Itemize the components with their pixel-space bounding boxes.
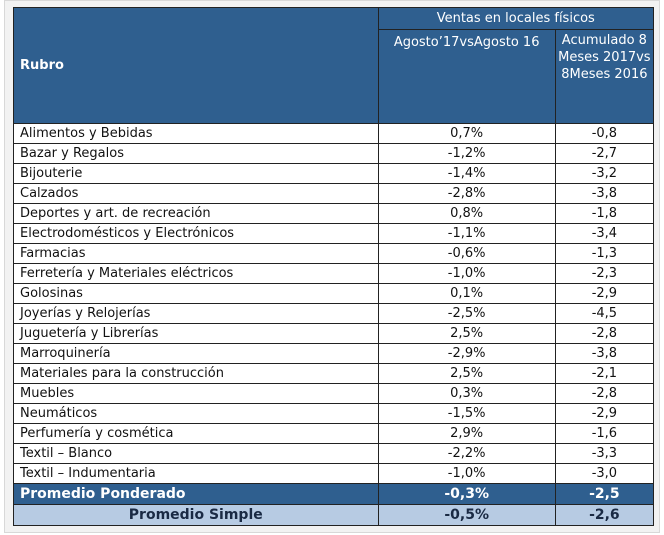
cell-value: -3,2 (554, 163, 655, 184)
cell-value: -0,5% (377, 504, 556, 526)
cell-value: 0,1% (377, 283, 556, 304)
cell-value: -3,8 (554, 343, 655, 364)
table-row: Electrodomésticos y Electrónicos -1,1% -3,… (13, 223, 655, 244)
table-row: Farmacias -0,6% -1,3 (13, 243, 655, 264)
row-label: Muebles (13, 383, 379, 404)
cell-value: -3,0 (554, 463, 655, 484)
table-row: Textil – Blanco -2,2% -3,3 (13, 443, 655, 464)
cell-value: -2,1 (554, 363, 655, 384)
table-row: Textil – Indumentaria -1,0% -3,0 (13, 463, 655, 484)
cell-value: -0,8 (554, 123, 655, 144)
cell-value: -1,5% (377, 403, 556, 424)
cell-value: -2,5% (377, 303, 556, 324)
table-row: Joyerías y Relojerías -2,5% -4,5 (13, 303, 655, 324)
cell-value: -3,4 (554, 223, 655, 244)
cell-value: -3,8 (554, 183, 655, 204)
cell-value: -1,6 (554, 423, 655, 444)
cell-value: -2,2% (377, 443, 556, 464)
cell-value: -2,8 (554, 383, 655, 404)
table-row: Deportes y art. de recreación 0,8% -1,8 (13, 203, 655, 224)
cell-value: -0,6% (377, 243, 556, 264)
cell-value: -2,9 (554, 403, 655, 424)
row-label: Calzados (13, 183, 379, 204)
panel: Rubro Ventas en locales físicos Agosto’1… (4, 0, 660, 533)
cell-value: -2,8% (377, 183, 556, 204)
row-label: Bijouterie (13, 163, 379, 184)
table-row: Neumáticos -1,5% -2,9 (13, 403, 655, 424)
cell-value: -2,7 (554, 143, 655, 164)
row-label: Marroquinería (13, 343, 379, 364)
row-label: Electrodomésticos y Electrónicos (13, 223, 379, 244)
cell-value: 0,8% (377, 203, 556, 224)
cell-value: -1,1% (377, 223, 556, 244)
row-label: Promedio Ponderado (13, 483, 379, 505)
table-row: Muebles 0,3% -2,8 (13, 383, 655, 404)
row-label: Textil – Indumentaria (13, 463, 379, 484)
row-label: Joyerías y Relojerías (13, 303, 379, 324)
cell-value: -1,3 (554, 243, 655, 264)
row-label: Alimentos y Bebidas (13, 123, 379, 144)
table-row: Materiales para la construcción 2,5% -2,1 (13, 363, 655, 384)
header-col2: Acumulado 8 Meses 2017vs 8Meses 2016 (554, 29, 655, 124)
table-body: Alimentos y Bebidas 0,7% -0,8 Bazar y Regal… (13, 123, 655, 526)
cell-value: -1,0% (377, 263, 556, 284)
row-label: Farmacias (13, 243, 379, 264)
cell-value: 2,5% (377, 323, 556, 344)
cell-value: -3,3 (554, 443, 655, 464)
cell-value: -0,3% (377, 483, 556, 505)
row-label: Promedio Simple (13, 504, 379, 526)
cell-value: 2,9% (377, 423, 556, 444)
cell-value: -1,8 (554, 203, 655, 224)
cell-value: -2,9% (377, 343, 556, 364)
header-rubro: Rubro (13, 7, 379, 124)
cell-value: -2,8 (554, 323, 655, 344)
row-label: Perfumería y cosmética (13, 423, 379, 444)
table-row: Calzados -2,8% -3,8 (13, 183, 655, 204)
table-row: Alimentos y Bebidas 0,7% -0,8 (13, 123, 655, 144)
cell-value: -2,5 (554, 483, 655, 505)
table-row: Golosinas 0,1% -2,9 (13, 283, 655, 304)
row-label: Neumáticos (13, 403, 379, 424)
table-row: Juguetería y Librerías 2,5% -2,8 (13, 323, 655, 344)
table-row: Promedio Ponderado -0,3% -2,5 (13, 483, 655, 505)
table-row: Marroquinería -2,9% -3,8 (13, 343, 655, 364)
cell-value: -4,5 (554, 303, 655, 324)
cell-value: -2,3 (554, 263, 655, 284)
row-label: Bazar y Regalos (13, 143, 379, 164)
table-row: Bijouterie -1,4% -3,2 (13, 163, 655, 184)
cell-value: -1,4% (377, 163, 556, 184)
cell-value: 0,7% (377, 123, 556, 144)
table-row: Perfumería y cosmética 2,9% -1,6 (13, 423, 655, 444)
row-label: Materiales para la construcción (13, 363, 379, 384)
cell-value: -2,9 (554, 283, 655, 304)
cell-value: 2,5% (377, 363, 556, 384)
row-label: Golosinas (13, 283, 379, 304)
table-row: Bazar y Regalos -1,2% -2,7 (13, 143, 655, 164)
row-label: Ferretería y Materiales eléctricos (13, 263, 379, 284)
cell-value: -1,0% (377, 463, 556, 484)
table-row: Promedio Simple -0,5% -2,6 (13, 504, 655, 526)
row-label: Textil – Blanco (13, 443, 379, 464)
table-row: Ferretería y Materiales eléctricos -1,0% -… (13, 263, 655, 284)
sales-table: Rubro Ventas en locales físicos Agosto’1… (13, 7, 655, 526)
header-col1: Agosto’17vsAgosto 16 (377, 29, 556, 124)
row-label: Deportes y art. de recreación (13, 203, 379, 224)
cell-value: 0,3% (377, 383, 556, 404)
header-group: Ventas en locales físicos (377, 7, 655, 30)
cell-value: -1,2% (377, 143, 556, 164)
row-label: Juguetería y Librerías (13, 323, 379, 344)
cell-value: -2,6 (554, 504, 655, 526)
